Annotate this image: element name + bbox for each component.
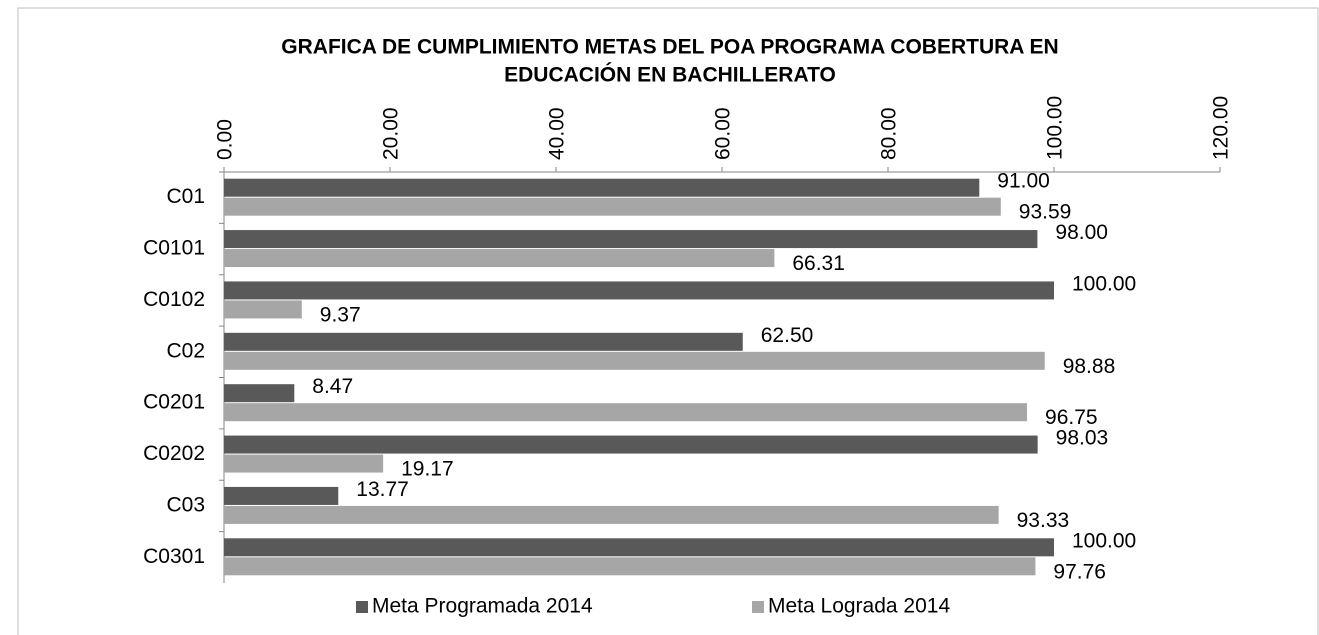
value-label: 13.77 bbox=[356, 478, 409, 501]
x-tick-label: 20.00 bbox=[380, 107, 403, 160]
bar bbox=[224, 197, 1001, 216]
value-label: 98.88 bbox=[1063, 355, 1116, 378]
value-label: 91.00 bbox=[997, 170, 1050, 193]
bar bbox=[224, 538, 1054, 557]
value-label: 62.50 bbox=[761, 324, 814, 347]
value-label: 93.33 bbox=[1017, 509, 1070, 532]
value-label: 93.59 bbox=[1019, 201, 1072, 224]
bar bbox=[224, 505, 999, 524]
legend-label: Meta Programada 2014 bbox=[372, 595, 593, 618]
value-label: 8.47 bbox=[312, 375, 353, 398]
y-tick-label: C0101 bbox=[143, 237, 205, 260]
bar bbox=[224, 281, 1054, 300]
x-tick-label: 0.00 bbox=[214, 119, 237, 160]
chart-title: EDUCACIÓN EN BACHILLERATO bbox=[504, 63, 836, 87]
value-label: 100.00 bbox=[1072, 529, 1136, 552]
bar bbox=[224, 230, 1038, 249]
x-tick-label: 80.00 bbox=[878, 107, 901, 160]
bar bbox=[224, 403, 1028, 422]
value-label: 100.00 bbox=[1072, 272, 1136, 295]
bar bbox=[224, 351, 1045, 370]
chart-title: GRAFICA DE CUMPLIMIENTO METAS DEL POA PR… bbox=[281, 36, 1058, 59]
y-tick-label: C02 bbox=[166, 339, 205, 362]
value-label: 97.76 bbox=[1053, 560, 1106, 583]
value-label: 66.31 bbox=[792, 252, 845, 275]
y-tick-label: C01 bbox=[166, 185, 205, 208]
bar bbox=[224, 178, 980, 197]
y-tick-label: C0102 bbox=[143, 288, 205, 311]
value-label: 98.03 bbox=[1056, 427, 1109, 450]
x-tick-label: 120.00 bbox=[1210, 96, 1233, 160]
bar bbox=[224, 557, 1036, 576]
bar bbox=[224, 332, 743, 351]
value-label: 98.00 bbox=[1055, 221, 1108, 244]
y-tick-label: C0201 bbox=[143, 391, 205, 414]
bar bbox=[224, 300, 302, 319]
x-tick-label: 100.00 bbox=[1044, 96, 1067, 160]
y-tick-label: C0301 bbox=[143, 545, 205, 568]
value-label: 9.37 bbox=[320, 303, 361, 326]
legend-label: Meta Lograda 2014 bbox=[768, 595, 950, 618]
legend-swatch bbox=[356, 601, 368, 613]
y-tick-label: C0202 bbox=[143, 442, 205, 465]
x-tick-label: 40.00 bbox=[546, 107, 569, 160]
value-label: 19.17 bbox=[401, 458, 454, 481]
bar bbox=[224, 384, 295, 403]
y-tick-label: C03 bbox=[166, 493, 205, 516]
bar bbox=[224, 435, 1038, 454]
chart-frame bbox=[17, 7, 1319, 635]
x-tick-label: 60.00 bbox=[712, 107, 735, 160]
bar bbox=[224, 486, 339, 505]
bar bbox=[224, 249, 775, 268]
value-label: 96.75 bbox=[1045, 406, 1098, 429]
legend-swatch bbox=[752, 601, 764, 613]
bar bbox=[224, 454, 384, 473]
